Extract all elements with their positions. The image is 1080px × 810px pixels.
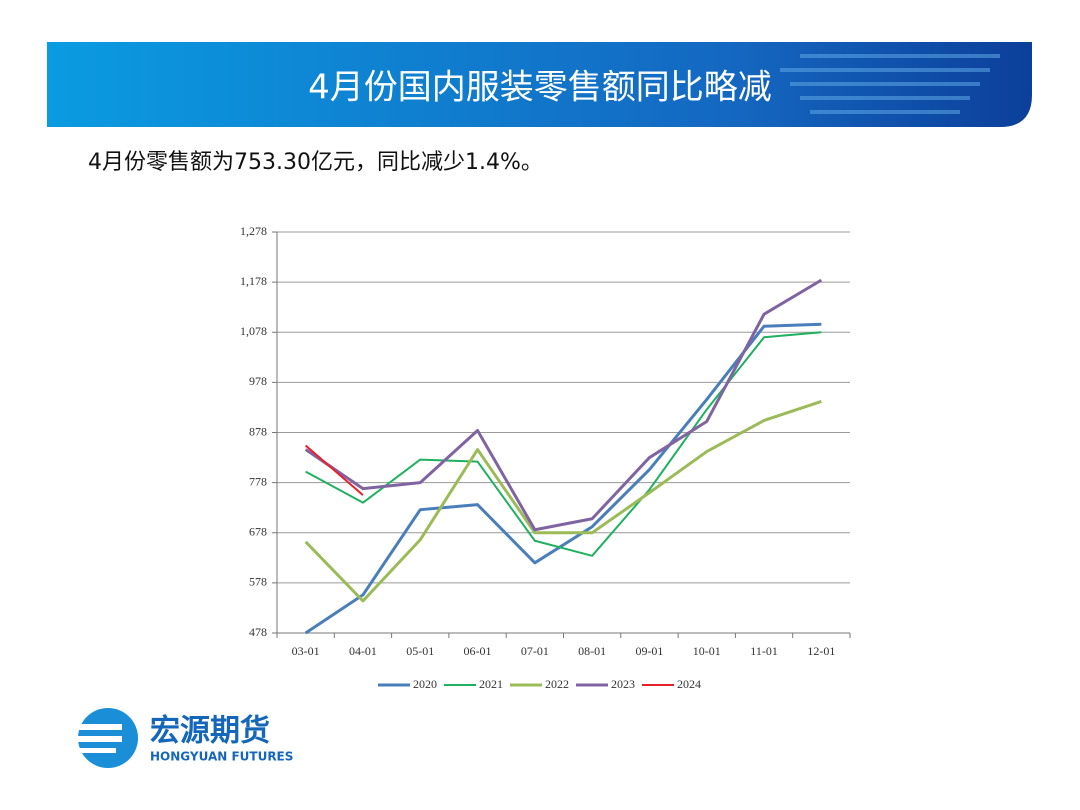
y-tick-label: 1,078 — [240, 324, 267, 338]
series-line — [304, 278, 823, 532]
legend-label: 2020 — [413, 677, 437, 691]
y-tick-label: 878 — [249, 424, 267, 438]
x-tick-label: 10-01 — [693, 644, 721, 658]
x-tick-label: 05-01 — [406, 644, 434, 658]
header-stripes — [780, 54, 1000, 114]
slide-subtitle: 4月份零售额为753.30亿元，同比减少1.4%。 — [88, 150, 543, 175]
slide-title: 4月份国内服装零售额同比略减 — [308, 68, 772, 108]
legend-label: 2021 — [479, 677, 503, 691]
series-line — [304, 399, 822, 603]
logo-name: 宏源期货 — [150, 714, 270, 749]
series-line — [304, 444, 364, 496]
header-banner — [47, 42, 1032, 127]
x-tick-label: 03-01 — [292, 644, 320, 658]
x-tick-label: 09-01 — [635, 644, 663, 658]
y-tick-label: 478 — [249, 625, 267, 639]
x-tick-label: 07-01 — [521, 644, 549, 658]
x-tick-label: 04-01 — [349, 644, 377, 658]
series-line — [304, 322, 822, 635]
series-line — [305, 331, 822, 557]
y-tick-label: 1,278 — [240, 224, 267, 238]
y-tick-label: 778 — [249, 474, 267, 488]
y-tick-label: 1,178 — [240, 274, 267, 288]
legend-label: 2024 — [677, 677, 701, 691]
y-tick-label: 978 — [249, 374, 267, 388]
chart: 478 578 678 778 878 978 1,078 1,178 1,278 03-01 04… — [240, 224, 851, 691]
legend-label: 2023 — [611, 677, 635, 691]
logo: 宏源期货 HONGYUAN FUTURES — [76, 708, 293, 768]
x-tick-label: 11-01 — [750, 644, 778, 658]
x-tick-label: 08-01 — [578, 644, 606, 658]
logo-english: HONGYUAN FUTURES — [150, 750, 293, 764]
x-tick-label: 06-01 — [464, 644, 492, 658]
y-tick-label: 578 — [249, 575, 267, 589]
x-tick-label: 12-01 — [807, 644, 835, 658]
y-tick-label: 678 — [249, 525, 267, 539]
legend-label: 2022 — [545, 677, 569, 691]
